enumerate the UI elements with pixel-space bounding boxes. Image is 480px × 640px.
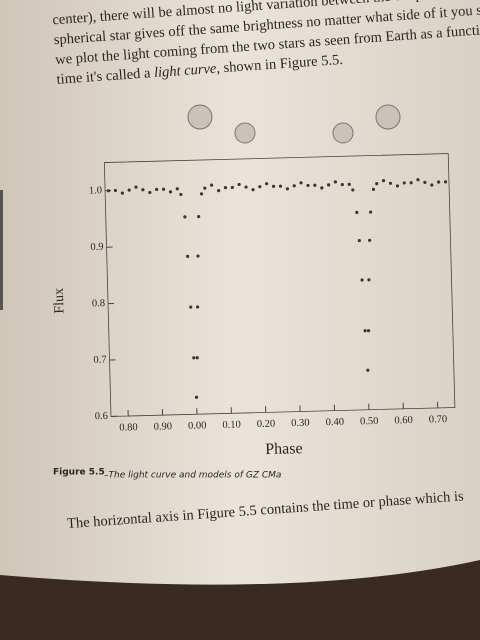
data-point xyxy=(355,210,359,215)
data-point xyxy=(402,181,406,185)
data-point xyxy=(196,254,200,258)
data-point xyxy=(299,181,303,185)
text-line: time it's called a light curve, shown in… xyxy=(56,52,343,88)
data-point xyxy=(368,238,372,242)
text-span: light curve xyxy=(154,61,218,81)
y-tick-label: 0.7 xyxy=(93,355,106,366)
data-point xyxy=(423,180,427,184)
x-tick-label: 0.90 xyxy=(154,421,173,432)
data-point xyxy=(148,190,152,195)
chart: 0.6 0.7 0.8 0.9 1.0 0.80 0.90 0.00 0.10 0.20 0.30 0… xyxy=(52,153,456,458)
data-point xyxy=(409,181,413,185)
x-tick-label: 0.50 xyxy=(360,416,379,427)
data-point xyxy=(437,180,441,184)
caption-label: Figure 5.5 xyxy=(53,468,105,478)
y-tick-label: 0.9 xyxy=(90,242,103,253)
data-point xyxy=(197,214,201,219)
data-point xyxy=(381,179,386,183)
data-point xyxy=(430,183,434,187)
data-point xyxy=(141,188,145,192)
x-tick-label: 0.20 xyxy=(257,419,276,430)
x-axis-label: Phase xyxy=(265,440,303,458)
data-point xyxy=(292,184,296,188)
data-point xyxy=(369,210,373,214)
data-point xyxy=(120,191,124,195)
data-point xyxy=(320,186,324,190)
data-point xyxy=(175,187,179,191)
data-point xyxy=(340,182,344,187)
x-tick-label: 0.40 xyxy=(325,417,344,428)
data-point xyxy=(161,187,166,191)
x-tick-label: 0.00 xyxy=(188,420,207,431)
data-point xyxy=(371,187,376,191)
data-point xyxy=(192,356,196,360)
y-tick-label: 1.0 xyxy=(89,185,102,196)
data-point xyxy=(360,278,364,282)
data-point xyxy=(237,182,241,187)
data-point xyxy=(189,305,193,309)
data-point xyxy=(313,183,317,187)
data-point xyxy=(278,184,283,188)
data-point xyxy=(251,188,255,192)
x-tick-label: 0.80 xyxy=(119,422,138,433)
data-point xyxy=(194,395,199,399)
data-point xyxy=(183,215,187,219)
data-point xyxy=(416,178,420,182)
star-icons xyxy=(187,104,401,144)
data-point xyxy=(217,189,221,193)
x-tick-label: 0.70 xyxy=(429,414,448,425)
x-tick-label: 0.10 xyxy=(222,419,241,430)
book-page xyxy=(0,0,480,585)
data-point xyxy=(106,189,111,193)
data-point xyxy=(327,183,331,187)
data-point xyxy=(203,186,207,190)
data-point xyxy=(443,180,448,184)
page-edge xyxy=(0,190,3,310)
data-point xyxy=(168,190,173,194)
y-tick-label: 0.6 xyxy=(95,411,108,422)
data-point xyxy=(366,329,371,333)
data-point xyxy=(367,278,371,282)
data-point xyxy=(195,356,199,360)
data-point xyxy=(179,192,183,197)
data-point xyxy=(395,184,400,188)
text-span: time it's called a xyxy=(56,65,155,88)
data-point xyxy=(333,180,338,184)
data-point xyxy=(223,186,228,190)
data-point xyxy=(195,305,200,309)
data-point xyxy=(347,182,351,186)
data-point xyxy=(265,182,269,186)
data-point xyxy=(363,329,367,333)
data-point xyxy=(375,182,379,186)
data-point xyxy=(271,184,276,188)
data-point xyxy=(186,254,190,258)
data-point xyxy=(210,183,214,187)
data-point xyxy=(155,187,159,192)
data-point xyxy=(357,238,361,243)
data-point xyxy=(113,188,117,193)
data-point xyxy=(366,368,370,372)
data-point xyxy=(199,192,204,196)
y-tick-label: 0.8 xyxy=(92,298,105,309)
x-tick-label: 0.30 xyxy=(291,418,310,429)
data-point xyxy=(285,187,290,191)
data-point xyxy=(127,188,131,192)
plot-frame xyxy=(103,153,456,417)
data-point xyxy=(134,185,138,189)
caption: –The light curve and models of GZ CMa xyxy=(104,471,281,481)
data-point xyxy=(258,185,262,189)
data-point xyxy=(244,185,248,189)
y-axis-label: Flux xyxy=(52,288,68,314)
data-point xyxy=(230,185,234,190)
data-point xyxy=(388,181,393,185)
data-point xyxy=(351,188,355,192)
x-tick-label: 0.60 xyxy=(394,415,413,426)
data-point xyxy=(306,183,310,188)
